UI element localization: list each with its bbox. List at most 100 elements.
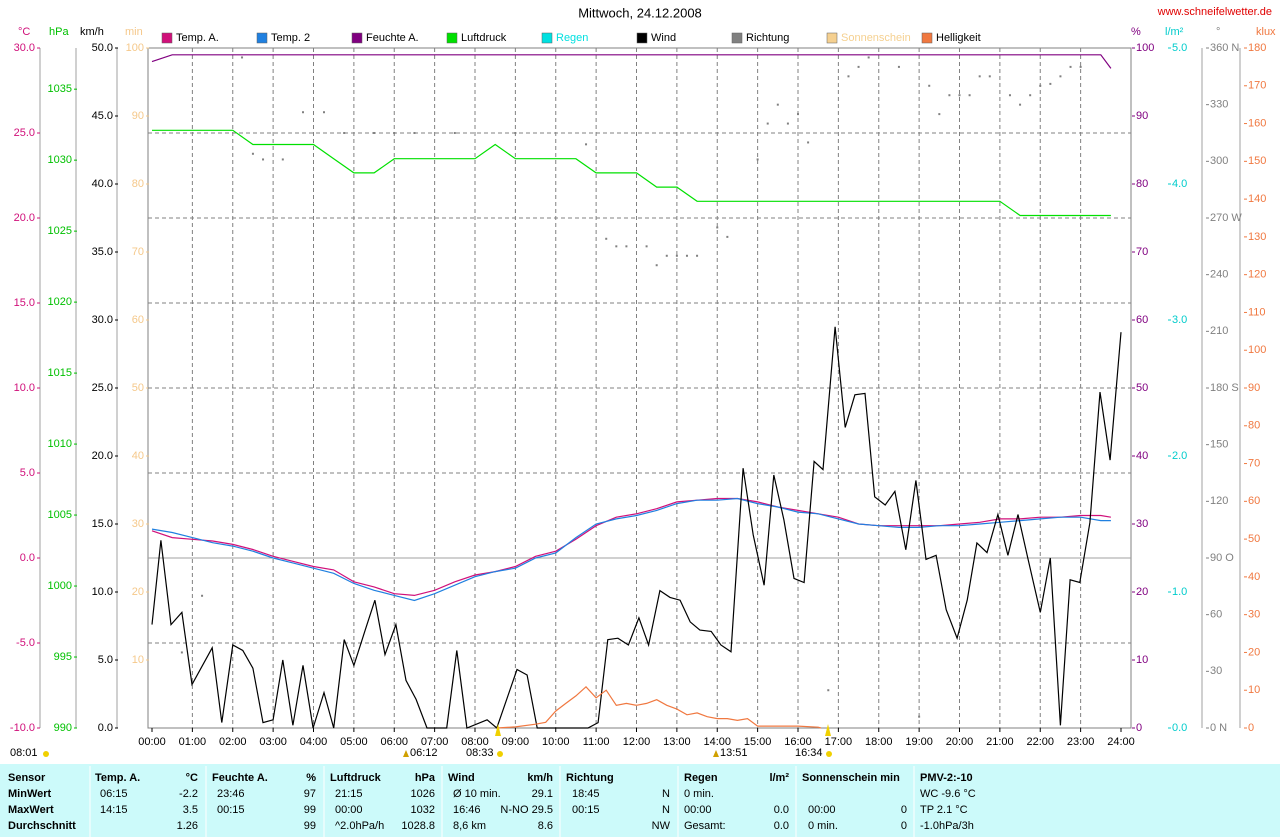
x-tick-label: 15:00 bbox=[744, 736, 772, 748]
axis-unit: klux bbox=[1256, 26, 1276, 38]
y-tick-label: 150 bbox=[1248, 155, 1266, 167]
x-tick-label: 01:00 bbox=[179, 736, 207, 748]
table-cell: -1.0hPa/3h bbox=[920, 820, 974, 832]
y-tick-label: 5.0 bbox=[98, 654, 113, 666]
table-cell: 18:45 bbox=[572, 788, 600, 800]
y-tick-label: 20 bbox=[132, 586, 144, 598]
y-tick-label: 90 O bbox=[1210, 552, 1234, 564]
direction-dot bbox=[958, 94, 961, 97]
direction-dot bbox=[807, 141, 810, 144]
table-header: Regen bbox=[684, 772, 718, 784]
table-cell: ^2.0hPa/h bbox=[335, 820, 384, 832]
axis-unit: % bbox=[1131, 26, 1141, 38]
direction-dot bbox=[1039, 84, 1042, 87]
y-tick-label: 20.0 bbox=[14, 212, 35, 224]
table-header: l/m² bbox=[769, 772, 789, 784]
x-tick-label: 13:00 bbox=[663, 736, 691, 748]
series-line bbox=[152, 129, 1111, 217]
marker-icon bbox=[713, 750, 719, 757]
y-tick-label: 30 bbox=[132, 518, 144, 530]
table-cell: 1026 bbox=[411, 788, 435, 800]
table-cell: 00:15 bbox=[572, 804, 600, 816]
direction-dot bbox=[1079, 65, 1082, 68]
y-tick-label: 210 bbox=[1210, 325, 1228, 337]
y-tick-label: 60 bbox=[1210, 609, 1222, 621]
y-tick-label: 50 bbox=[1248, 533, 1260, 545]
y-tick-label: 90 bbox=[1248, 382, 1260, 394]
direction-dot bbox=[201, 594, 204, 597]
table-cell: -2.2 bbox=[179, 788, 198, 800]
table-cell: 16:46 bbox=[453, 804, 481, 816]
y-tick-label: 0.0 bbox=[98, 722, 113, 734]
y-tick-label: 30 bbox=[1136, 518, 1148, 530]
y-tick-label: 270 W bbox=[1210, 212, 1242, 224]
x-tick-label: 11:00 bbox=[583, 736, 610, 748]
sun-icon bbox=[43, 751, 49, 757]
y-tick-label: 1020 bbox=[48, 296, 72, 308]
direction-dot bbox=[625, 245, 628, 248]
y-tick-label: 130 bbox=[1248, 231, 1266, 243]
direction-dot bbox=[585, 143, 588, 146]
table-cell: 97 bbox=[304, 788, 316, 800]
x-tick-label: 19:00 bbox=[905, 736, 933, 748]
x-tick-label: 17:00 bbox=[825, 736, 853, 748]
y-tick-label: 990 bbox=[54, 722, 72, 734]
legend-swatch bbox=[921, 32, 933, 44]
y-tick-label: 3.0 bbox=[1172, 314, 1187, 326]
y-tick-label: 10 bbox=[1136, 654, 1148, 666]
x-tick-label: 07:00 bbox=[421, 736, 449, 748]
y-tick-label: 20 bbox=[1136, 586, 1148, 598]
y-tick-label: 100 bbox=[1136, 42, 1154, 54]
legend-swatch bbox=[256, 32, 268, 44]
direction-dot bbox=[1069, 65, 1072, 68]
legend-label: Sonnenschein bbox=[841, 32, 911, 44]
table-cell: 0 bbox=[901, 820, 907, 832]
y-tick-label: 90 bbox=[1136, 110, 1148, 122]
table-header: Wind bbox=[448, 772, 475, 784]
sun-icon bbox=[497, 751, 503, 757]
table-cell: 14:15 bbox=[100, 804, 128, 816]
y-tick-label: 0 N bbox=[1210, 722, 1227, 734]
y-tick-label: 10 bbox=[132, 654, 144, 666]
y-tick-label: 40 bbox=[1248, 571, 1260, 583]
legend-swatch bbox=[826, 32, 838, 44]
table-cell: 00:00 bbox=[335, 804, 363, 816]
y-tick-label: 70 bbox=[1136, 246, 1148, 258]
legend-swatch bbox=[161, 32, 173, 44]
x-tick-label: 03:00 bbox=[259, 736, 287, 748]
table-cell: N bbox=[662, 788, 670, 800]
y-tick-label: 180 S bbox=[1210, 382, 1239, 394]
direction-dot bbox=[857, 65, 860, 68]
direction-dot bbox=[1029, 94, 1032, 97]
direction-dot bbox=[978, 75, 981, 78]
y-tick-label: 0 bbox=[1248, 722, 1254, 734]
legend-label: Helligkeit bbox=[936, 32, 981, 44]
table-header: Luftdruck bbox=[330, 772, 382, 784]
direction-dot bbox=[938, 113, 941, 116]
y-tick-label: 5.0 bbox=[1172, 42, 1187, 54]
x-tick-label: 24:00 bbox=[1107, 736, 1135, 748]
y-tick-label: 80 bbox=[1248, 420, 1260, 432]
marker-icon bbox=[403, 750, 409, 757]
y-tick-label: 50 bbox=[1136, 382, 1148, 394]
direction-dot bbox=[776, 103, 779, 106]
series-line bbox=[496, 685, 822, 729]
table-header: km/h bbox=[527, 772, 553, 784]
x-tick-label: 23:00 bbox=[1067, 736, 1095, 748]
y-tick-label: 1025 bbox=[48, 225, 72, 237]
source: www.schneifelwetter.de bbox=[1157, 6, 1272, 18]
direction-dot bbox=[343, 132, 346, 134]
axis-unit: ° bbox=[1216, 26, 1220, 38]
direction-dot bbox=[696, 254, 699, 257]
direction-dot bbox=[756, 158, 759, 161]
x-tick-label: 20:00 bbox=[946, 736, 974, 748]
table-cell: 1.26 bbox=[177, 820, 198, 832]
table-cell: 0 min. bbox=[808, 820, 838, 832]
table-cell: 0.0 bbox=[774, 820, 789, 832]
row-label: MaxWert bbox=[8, 804, 54, 816]
table-header: Sensor bbox=[8, 772, 46, 784]
series-line bbox=[151, 497, 1111, 597]
y-tick-label: 20 bbox=[1248, 646, 1260, 658]
table-cell: Ø 10 min. bbox=[453, 788, 501, 800]
y-tick-label: 120 bbox=[1248, 269, 1266, 281]
